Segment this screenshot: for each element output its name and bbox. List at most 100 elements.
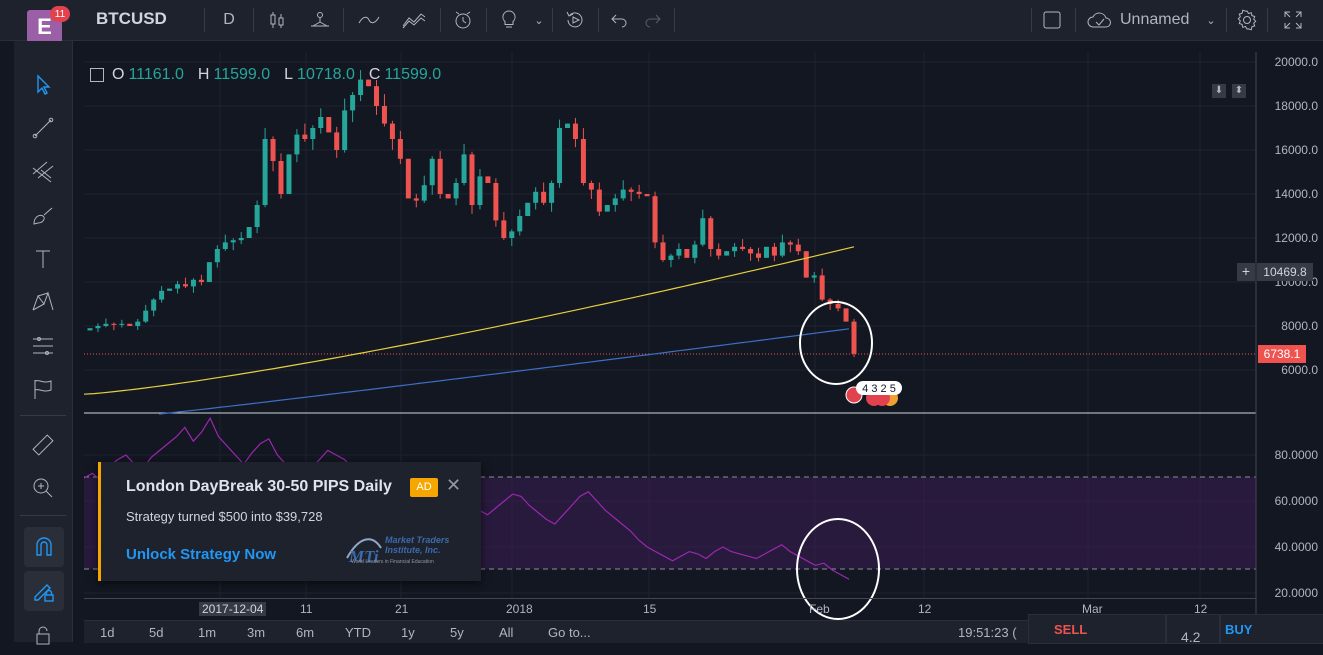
clock[interactable]: 19:51:23 ( (958, 625, 1017, 640)
separator (1031, 8, 1032, 32)
cursor-arrow-icon[interactable] (14, 65, 72, 105)
trend-line-icon[interactable] (14, 108, 72, 148)
ad-popup[interactable]: London DayBreak 30-50 PIPS Daily AD ✕ St… (98, 462, 481, 581)
compare-icon[interactable] (303, 0, 337, 40)
templates-icon[interactable] (396, 0, 432, 40)
icons-flags-icon[interactable] (14, 369, 72, 409)
range-button[interactable]: Go to... (548, 625, 591, 640)
candle-body (342, 110, 348, 150)
sell-panel[interactable]: SELL (1028, 614, 1166, 644)
magnet-icon[interactable] (24, 527, 64, 567)
candle-body (596, 189, 602, 212)
candle-body (795, 244, 801, 252)
interval-button[interactable]: D (223, 11, 235, 28)
candle-body (246, 227, 252, 238)
events-counter: 4 3 2 5 (862, 383, 896, 395)
move-down-icon[interactable]: ⬇ (1212, 84, 1226, 98)
candle-body (612, 198, 618, 205)
pattern-icon[interactable] (14, 282, 72, 322)
collapse-legend-icon[interactable] (90, 68, 104, 82)
candle-body (358, 79, 364, 95)
settings-gear-icon[interactable] (1233, 0, 1261, 40)
user-avatar[interactable]: E (27, 10, 62, 43)
range-button[interactable]: All (499, 625, 514, 640)
candle-body (389, 123, 395, 139)
redo-icon[interactable] (640, 0, 666, 40)
candle-body (421, 185, 427, 201)
low-label: L (284, 66, 294, 83)
range-button[interactable]: 1y (401, 625, 415, 640)
close-icon[interactable]: ✕ (446, 475, 462, 495)
brush-icon[interactable] (14, 196, 72, 236)
chevron-down-icon[interactable]: ⌄ (1206, 14, 1216, 27)
indicators-icon[interactable] (352, 0, 386, 40)
ad-cta-link[interactable]: Unlock Strategy Now (126, 546, 277, 563)
candle-body (437, 158, 443, 194)
cloud-icon[interactable] (1083, 0, 1117, 40)
separator (20, 515, 66, 516)
separator (20, 415, 66, 416)
lock-drawing-pencil-icon[interactable] (24, 571, 64, 611)
fullscreen-frame-icon[interactable] (1038, 0, 1066, 40)
candle-body (509, 231, 515, 238)
alert-icon[interactable] (448, 0, 478, 40)
price-axis[interactable]: 20000.0 18000.0 16000.0 14000.0 12000.0 10000… (1258, 52, 1318, 600)
indicator-tick-label: 60.0000 (1274, 494, 1318, 508)
spread-value: 4.2 (1181, 629, 1201, 645)
highlight-circle-price (799, 301, 873, 385)
layout-name[interactable]: Unnamed (1120, 11, 1190, 28)
buy-panel[interactable]: BUY (1220, 614, 1323, 644)
candles-icon[interactable] (262, 0, 292, 40)
symbol-search[interactable]: BTCUSD (96, 9, 167, 28)
candle-body (803, 251, 809, 278)
time-tick-label: 2018 (506, 602, 533, 616)
crosshair-price-label: 10469.8 (1257, 263, 1313, 281)
price-tick-label: 6000.0 (1281, 363, 1318, 377)
range-button[interactable]: 5d (149, 625, 164, 640)
range-button[interactable]: YTD (345, 625, 371, 640)
fullscreen-icon[interactable] (1278, 0, 1308, 40)
candle-body (557, 128, 563, 183)
candle-body (445, 194, 451, 199)
ma200-line (158, 328, 850, 415)
time-tick-label: 11 (300, 602, 313, 616)
lock-icon[interactable] (14, 615, 72, 655)
time-tick-label: 21 (395, 602, 409, 616)
range-button[interactable]: 3m (247, 625, 266, 640)
indicator-tick-label: 20.0000 (1274, 586, 1318, 600)
undo-icon[interactable] (606, 0, 632, 40)
separator (1075, 8, 1076, 32)
maximize-pane-icon[interactable]: ⬍ (1232, 84, 1246, 98)
economic-events-icon: 4 3 2 5 (845, 381, 902, 406)
prediction-measure-icon[interactable] (14, 326, 72, 366)
candle-body (111, 323, 117, 325)
candle-body (302, 134, 308, 139)
buy-button[interactable]: BUY (1225, 622, 1253, 637)
text-tool-icon[interactable] (14, 239, 72, 279)
range-button[interactable]: 5y (450, 625, 464, 640)
range-button[interactable]: 1d (100, 625, 115, 640)
candle-body (413, 198, 419, 201)
sell-button[interactable]: SELL (1054, 622, 1088, 637)
add-plus-icon[interactable]: + (1237, 263, 1255, 281)
candle-body (143, 310, 149, 322)
candle-body (549, 183, 555, 203)
price-tick-label: 16000.0 (1274, 143, 1318, 157)
candle-body (533, 191, 539, 203)
range-button[interactable]: 1m (198, 625, 217, 640)
pitchfork-icon[interactable] (14, 152, 72, 192)
ideas-lightbulb-icon[interactable] (494, 0, 524, 40)
candle-body (350, 95, 356, 111)
indicator-tick-label: 40.0000 (1274, 540, 1318, 554)
candle-body (732, 246, 738, 252)
chevron-down-icon[interactable]: ⌄ (534, 14, 544, 27)
replay-icon[interactable] (560, 0, 590, 40)
ruler-icon[interactable] (14, 425, 72, 465)
range-button[interactable]: 6m (296, 625, 315, 640)
zoom-in-icon[interactable] (14, 468, 72, 508)
candle-body (684, 249, 690, 258)
time-axis[interactable]: 2017-12-04 11 21 2018 15 Feb 12 Mar 12 (84, 598, 1256, 621)
notification-badge[interactable]: 11 (50, 6, 70, 22)
candle-body (159, 290, 165, 300)
candle-body (811, 275, 817, 278)
